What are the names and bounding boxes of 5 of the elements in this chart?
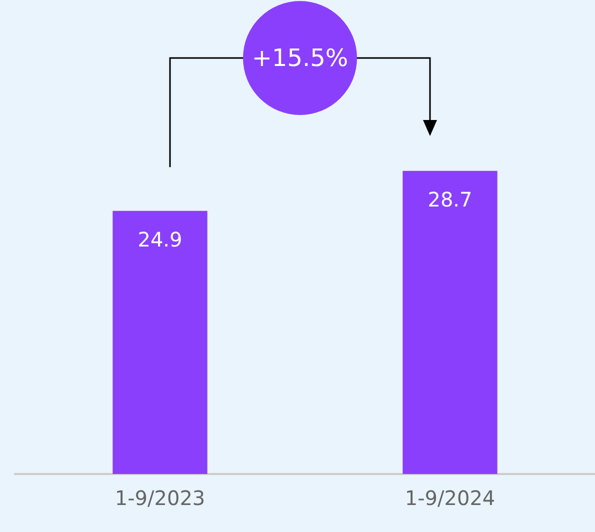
data-label: 24.9 (138, 227, 182, 252)
x-tick-label: 1-9/2023 (114, 486, 206, 510)
text: +15.5% (250, 43, 350, 74)
data-label: 28.7 (428, 187, 472, 212)
x-tick-label: 1-9/2024 (404, 486, 496, 510)
